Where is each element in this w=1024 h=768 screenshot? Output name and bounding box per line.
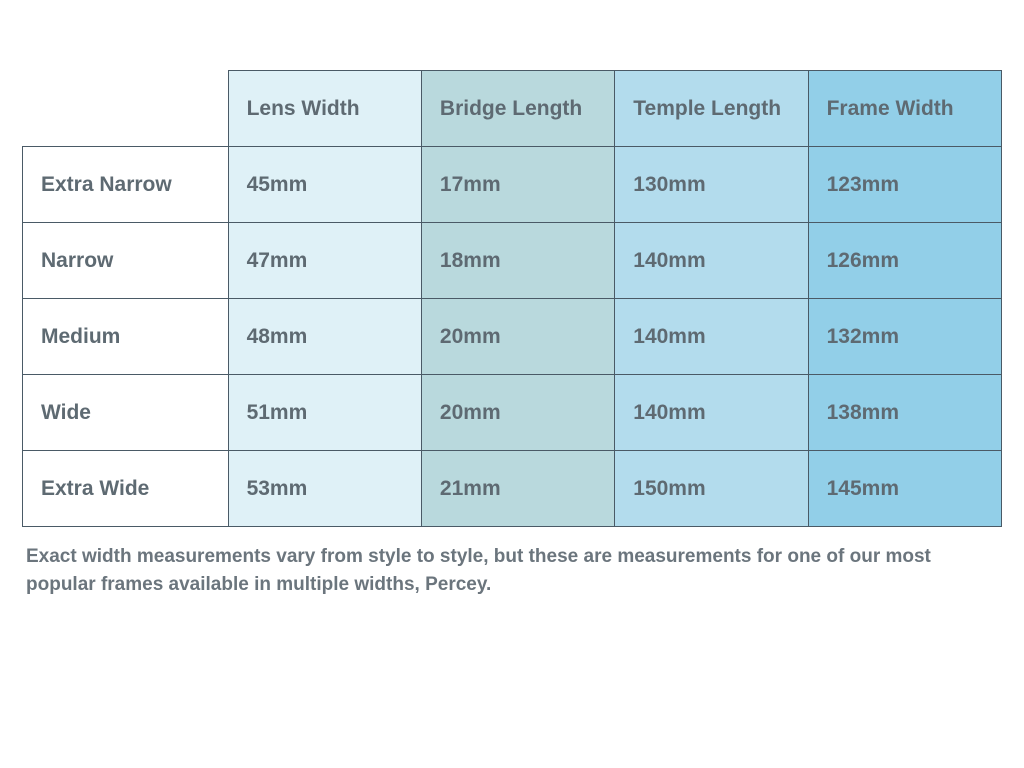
frame-size-table: Lens Width Bridge Length Temple Length F… <box>22 70 1002 598</box>
table-cell: 145mm <box>808 451 1001 527</box>
table-row: Wide51mm20mm140mm138mm <box>23 375 1002 451</box>
table-row: Extra Wide53mm21mm150mm145mm <box>23 451 1002 527</box>
table-header-row: Lens Width Bridge Length Temple Length F… <box>23 71 1002 147</box>
table-cell: 150mm <box>615 451 808 527</box>
measurements-table: Lens Width Bridge Length Temple Length F… <box>22 70 1002 527</box>
corner-blank <box>23 71 229 147</box>
table-cell: 20mm <box>421 375 614 451</box>
table-cell: 17mm <box>421 147 614 223</box>
table-cell: 130mm <box>615 147 808 223</box>
col-header-lens-width: Lens Width <box>228 71 421 147</box>
footnote-text: Exact width measurements vary from style… <box>22 543 1002 598</box>
table-body: Extra Narrow45mm17mm130mm123mmNarrow47mm… <box>23 147 1002 527</box>
col-header-bridge-length: Bridge Length <box>421 71 614 147</box>
table-cell: 48mm <box>228 299 421 375</box>
row-header: Medium <box>23 299 229 375</box>
table-cell: 140mm <box>615 299 808 375</box>
table-cell: 47mm <box>228 223 421 299</box>
table-row: Medium48mm20mm140mm132mm <box>23 299 1002 375</box>
table-cell: 53mm <box>228 451 421 527</box>
table-row: Extra Narrow45mm17mm130mm123mm <box>23 147 1002 223</box>
table-cell: 132mm <box>808 299 1001 375</box>
row-header: Wide <box>23 375 229 451</box>
table-cell: 18mm <box>421 223 614 299</box>
table-cell: 126mm <box>808 223 1001 299</box>
row-header: Extra Wide <box>23 451 229 527</box>
table-row: Narrow47mm18mm140mm126mm <box>23 223 1002 299</box>
table-cell: 20mm <box>421 299 614 375</box>
row-header: Extra Narrow <box>23 147 229 223</box>
table-cell: 51mm <box>228 375 421 451</box>
col-header-frame-width: Frame Width <box>808 71 1001 147</box>
table-cell: 140mm <box>615 223 808 299</box>
table-cell: 140mm <box>615 375 808 451</box>
col-header-temple-length: Temple Length <box>615 71 808 147</box>
table-cell: 123mm <box>808 147 1001 223</box>
table-cell: 21mm <box>421 451 614 527</box>
table-cell: 138mm <box>808 375 1001 451</box>
row-header: Narrow <box>23 223 229 299</box>
table-cell: 45mm <box>228 147 421 223</box>
